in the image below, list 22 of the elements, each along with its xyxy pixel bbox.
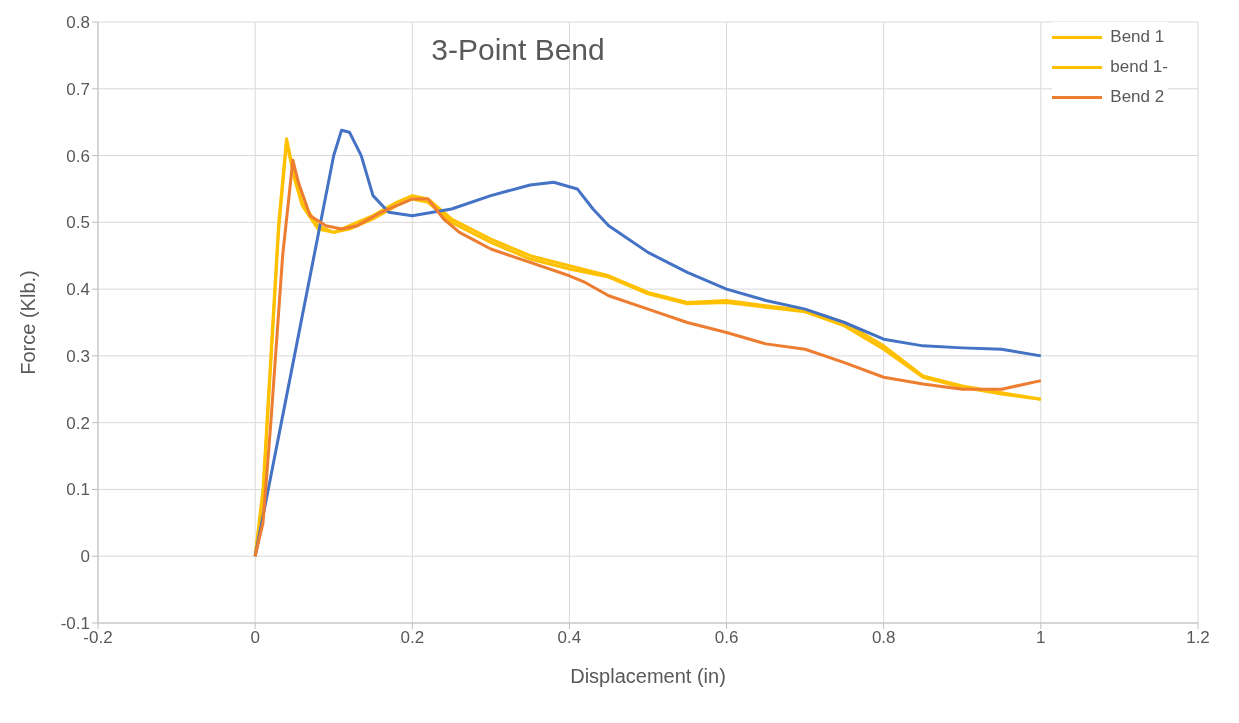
- y-tick-label: 0: [80, 547, 90, 567]
- y-tick-label: 0.3: [66, 346, 90, 366]
- y-tick-label: 0.4: [66, 280, 90, 300]
- y-tick-label: 0.6: [66, 146, 90, 166]
- x-tick-label: 0.4: [557, 628, 582, 648]
- x-tick-label: 1.2: [1186, 628, 1210, 648]
- y-tick-label: 0.2: [66, 413, 90, 433]
- x-tick-label: 0.6: [714, 628, 739, 648]
- x-tick-label: 1: [1036, 628, 1046, 648]
- x-axis-title: Displacement (in): [570, 665, 726, 687]
- x-tick-label: 0: [250, 628, 260, 648]
- y-axis-title: Force (Klb.): [17, 270, 40, 375]
- y-tick-label: 0.7: [66, 79, 90, 99]
- y-tick-label: 0.8: [66, 13, 90, 33]
- legend-label: bend 1-: [1110, 57, 1168, 77]
- y-tick-label: 0.1: [66, 480, 90, 500]
- chart-title: 3-Point Bend: [431, 33, 605, 66]
- x-tick-label: 0.8: [871, 628, 896, 648]
- x-tick-label: 0.2: [400, 628, 425, 648]
- legend-label: Bend 1: [1110, 27, 1165, 47]
- legend-label: Bend 2: [1110, 87, 1165, 107]
- y-tick-label: 0.5: [66, 213, 90, 233]
